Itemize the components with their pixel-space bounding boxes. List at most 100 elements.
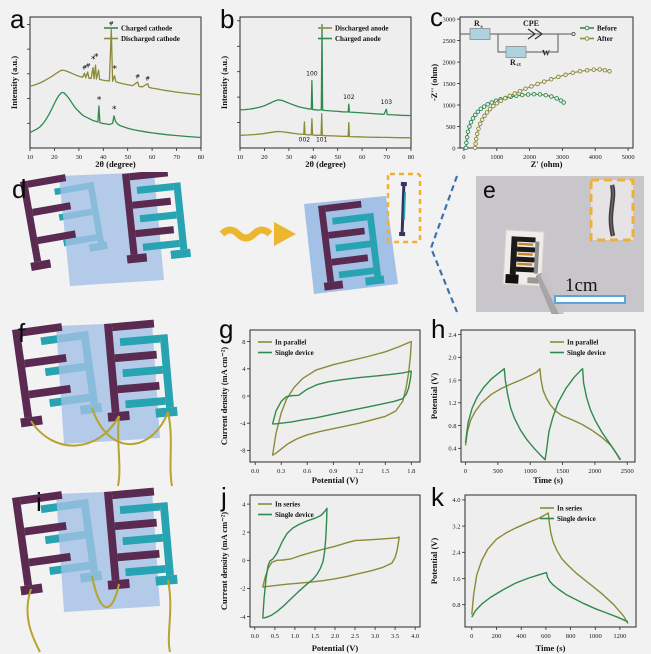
x-tick-label: 10 — [27, 154, 34, 161]
y-tick-label: 3.2 — [452, 523, 460, 530]
x-tick-label: 70 — [173, 154, 180, 161]
plot-area — [464, 494, 637, 628]
data-point-marker — [517, 88, 523, 94]
data-point-marker — [502, 95, 508, 101]
electrode-finger — [516, 256, 535, 263]
x-tick-label: 40 — [310, 154, 317, 161]
panel-label-g: g — [219, 314, 234, 344]
panel-label-h: h — [431, 314, 446, 344]
x-tick-label: 60 — [359, 154, 366, 161]
wire-parallel-1 — [30, 415, 120, 447]
series-in-series — [262, 536, 400, 588]
x-tick-label: 1500 — [556, 468, 569, 475]
x-tick-label: 30 — [76, 154, 83, 161]
panel-label-i: i — [36, 487, 42, 517]
wire-lead — [26, 588, 41, 653]
x-tick-label: 1.2 — [355, 468, 363, 475]
peak-annotation: * — [112, 105, 117, 115]
tweezers-prong — [535, 272, 560, 314]
zoom-chevron-dashed — [429, 175, 459, 313]
y-tick-label: 0 — [452, 145, 455, 152]
x-tick-label: 1.0 — [291, 633, 299, 640]
y-tick-label: 1000 — [443, 102, 456, 109]
y-axis-label: Current density (mA cm⁻²) — [219, 512, 229, 610]
schematic-i-svg — [7, 487, 178, 653]
device-side-view — [399, 181, 407, 237]
x-tick-label: 0.0 — [251, 468, 259, 475]
wire-parallel-2 — [91, 407, 169, 446]
x-axis-label: Time (s) — [533, 475, 563, 485]
process-arrow-icon — [219, 226, 273, 242]
y-tick-label: 0 — [242, 558, 245, 565]
data-point-marker — [482, 113, 487, 119]
data-point-marker — [602, 67, 608, 73]
panel-label-e: e — [483, 177, 496, 203]
x-tick-label: 2000 — [588, 468, 601, 475]
x-tick-label: 4000 — [589, 154, 602, 161]
x-tick-label: 20 — [51, 154, 58, 161]
chart-cv-parallel: 0.0 0.3 0.6 0.9 1.2 1.5 1.8 -8 -4 0 4 8 Potential (V… — [218, 316, 430, 486]
data-point-marker — [531, 91, 537, 97]
y-axis-label: Current density (mA cm⁻²) — [219, 347, 229, 445]
data-point-marker — [464, 140, 469, 146]
x-tick-label: 1200 — [613, 633, 626, 640]
data-point-marker — [556, 74, 561, 80]
data-point-marker — [473, 141, 478, 146]
x-tick-label: 0.0 — [251, 633, 259, 640]
legend-label: Single device — [275, 511, 314, 519]
peak-annotation: # — [82, 65, 87, 72]
y-tick-label: 0 — [242, 393, 245, 400]
inset-device-highlight — [610, 184, 614, 237]
y-tick-label: 500 — [446, 124, 456, 131]
y-tick-label: -4 — [240, 421, 246, 428]
y-tick-label: 0.8 — [448, 423, 456, 430]
y-tick-label: -2 — [240, 586, 245, 593]
chart-gcd-series: 0 200 400 600 800 1000 1200 0.8 1.6 2.4 3.2 4.0 Time… — [428, 484, 646, 654]
legend-label: Before — [597, 25, 617, 33]
data-point-marker — [472, 145, 478, 151]
series-charged-anode — [239, 23, 412, 117]
rs-sub-label: s — [481, 24, 483, 30]
photo-gray-electrode — [533, 241, 540, 274]
plot-area — [239, 16, 412, 149]
data-point-marker — [561, 100, 566, 105]
data-point-marker — [554, 96, 559, 101]
x-tick-label: 2500 — [621, 468, 634, 475]
wire-lead — [117, 415, 121, 487]
plot-area — [249, 329, 421, 463]
electrode-finger — [517, 236, 536, 243]
x-tick-label: 1000 — [589, 633, 602, 640]
x-axis-label: Z' (ohm) — [531, 159, 563, 169]
data-point-marker — [470, 116, 476, 121]
legend-label: Discharged anode — [335, 25, 388, 33]
x-tick-label: 80 — [408, 154, 415, 161]
peak-annotation: 101 — [316, 137, 328, 144]
x-axis-label: 2θ (degree) — [305, 159, 346, 169]
rct-label: R — [510, 58, 516, 66]
x-tick-label: 1.5 — [381, 468, 389, 475]
schematic-f-svg — [7, 319, 178, 487]
peak-annotation: # — [109, 21, 114, 28]
peak-annotation: # — [145, 75, 150, 82]
series-discharged-anode — [239, 113, 412, 139]
x-tick-label: 400 — [516, 633, 526, 640]
x-tick-label: 0.3 — [277, 468, 285, 475]
chart-xrd-anode: 10 20 30 40 50 60 70 80 2θ (degree) Intensity (a.… — [218, 4, 428, 170]
y-tick-label: -4 — [240, 614, 246, 621]
legend-label: Charged anode — [335, 35, 381, 43]
x-axis-label: Potential (V) — [312, 643, 359, 653]
device-photo: 1cm — [428, 172, 651, 314]
data-point-marker — [563, 72, 568, 78]
x-tick-label: 0 — [470, 633, 473, 640]
data-point-marker — [464, 135, 470, 140]
schematic-parallel — [4, 318, 216, 488]
x-tick-label: 1000 — [490, 154, 503, 161]
wire-series-link — [91, 575, 120, 608]
legend-label: In parallel — [275, 339, 306, 347]
x-tick-label: 200 — [492, 633, 502, 640]
data-point-marker — [491, 103, 496, 109]
data-point-marker — [577, 69, 583, 74]
panel-label-a: a — [10, 4, 25, 34]
resistor-rct-box — [505, 46, 527, 58]
series-single-device — [262, 507, 328, 619]
